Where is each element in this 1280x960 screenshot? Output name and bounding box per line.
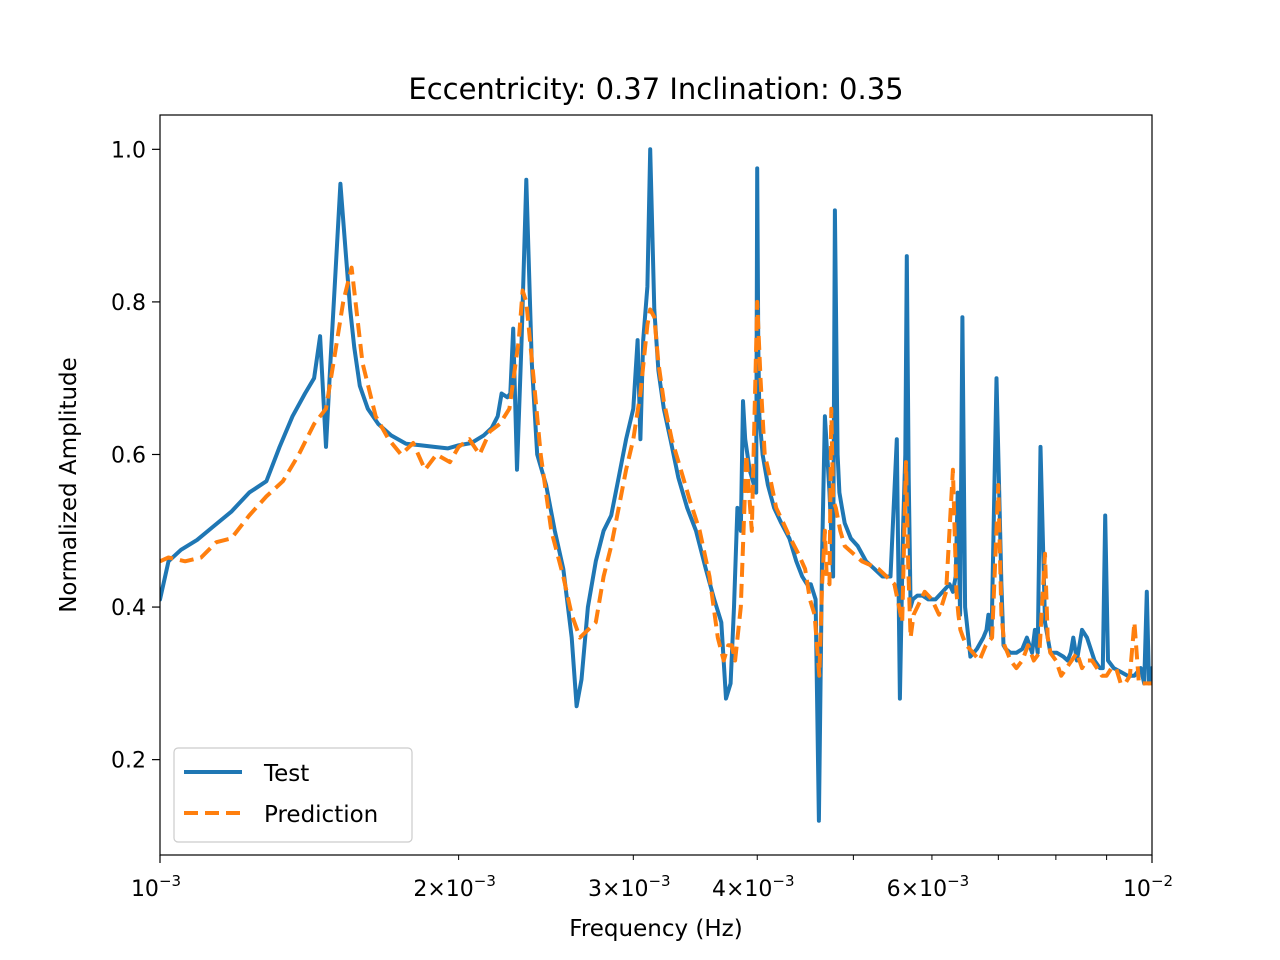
y-tick-label: 0.4 [111, 596, 146, 621]
y-tick-label: 0.8 [111, 291, 146, 316]
legend-label-prediction: Prediction [264, 802, 378, 828]
legend-label-test: Test [263, 761, 309, 787]
y-tick-label: 0.6 [111, 443, 146, 468]
legend: Test Prediction [173, 747, 413, 843]
series-line-prediction [160, 265, 1152, 686]
y-axis: 0.2 0.4 0.6 0.8 1.0 [111, 138, 160, 774]
x-axis: 10−3 10−22×10−3 3×10−3 4×10−3 6×10−3 [131, 855, 1173, 902]
plot-area [160, 147, 1152, 823]
x-axis-label: Frequency (Hz) [569, 916, 742, 942]
y-tick-label: 0.2 [111, 749, 146, 774]
chart-title: Eccentricity: 0.37 Inclination: 0.35 [408, 72, 903, 106]
y-tick-label: 1.0 [111, 138, 146, 163]
plot-frame [159, 114, 1153, 856]
y-axis-label: Normalized Amplitude [56, 357, 82, 613]
